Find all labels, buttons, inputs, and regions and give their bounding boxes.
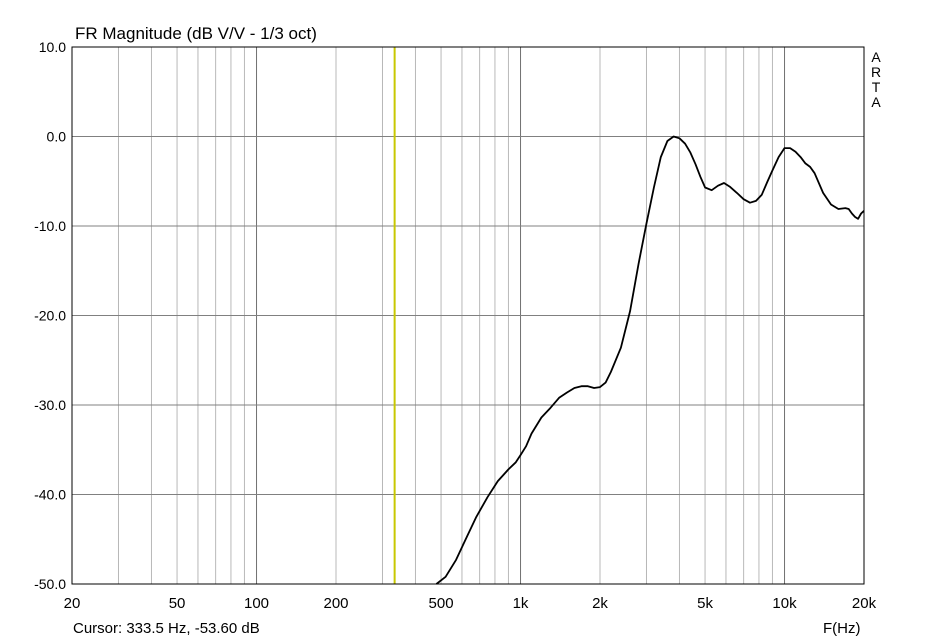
x-tick-label: 50 bbox=[169, 595, 186, 612]
plot-frame bbox=[71, 46, 865, 585]
chart-title: FR Magnitude (dB V/V - 1/3 oct) bbox=[75, 24, 317, 43]
x-tick-label: 5k bbox=[697, 595, 713, 612]
brand-letter: A bbox=[871, 49, 881, 65]
brand-letter: T bbox=[872, 79, 881, 95]
cursor-readout: Cursor: 333.5 Hz, -53.60 dB bbox=[73, 620, 260, 637]
y-tick-label: -40.0 bbox=[34, 487, 66, 503]
x-tick-label: 20k bbox=[852, 595, 877, 612]
x-axis-label: F(Hz) bbox=[823, 620, 861, 637]
y-tick-label: -50.0 bbox=[34, 576, 66, 592]
grid-lines bbox=[72, 47, 864, 584]
y-tick-label: -10.0 bbox=[34, 218, 66, 234]
y-tick-label: -30.0 bbox=[34, 397, 66, 413]
brand-letter: A bbox=[871, 94, 881, 110]
y-tick-label: 0.0 bbox=[47, 129, 67, 145]
x-tick-label: 100 bbox=[244, 595, 269, 612]
brand-letter: R bbox=[871, 64, 881, 80]
frequency-response-line bbox=[435, 135, 865, 585]
x-tick-label: 500 bbox=[429, 595, 454, 612]
y-tick-labels: 10.0 0.0 -10.0 -20.0 -30.0 -40.0 -50.0 bbox=[34, 39, 66, 592]
x-tick-label: 1k bbox=[513, 595, 529, 612]
x-tick-labels: 20 50 100 200 500 1k 2k 5k 10k 20k bbox=[64, 595, 877, 612]
x-tick-label: 2k bbox=[592, 595, 608, 612]
x-tick-label: 10k bbox=[772, 595, 797, 612]
x-tick-label: 200 bbox=[323, 595, 348, 612]
x-tick-label: 20 bbox=[64, 595, 81, 612]
y-tick-label: -20.0 bbox=[34, 308, 66, 324]
y-tick-label: 10.0 bbox=[39, 39, 66, 55]
